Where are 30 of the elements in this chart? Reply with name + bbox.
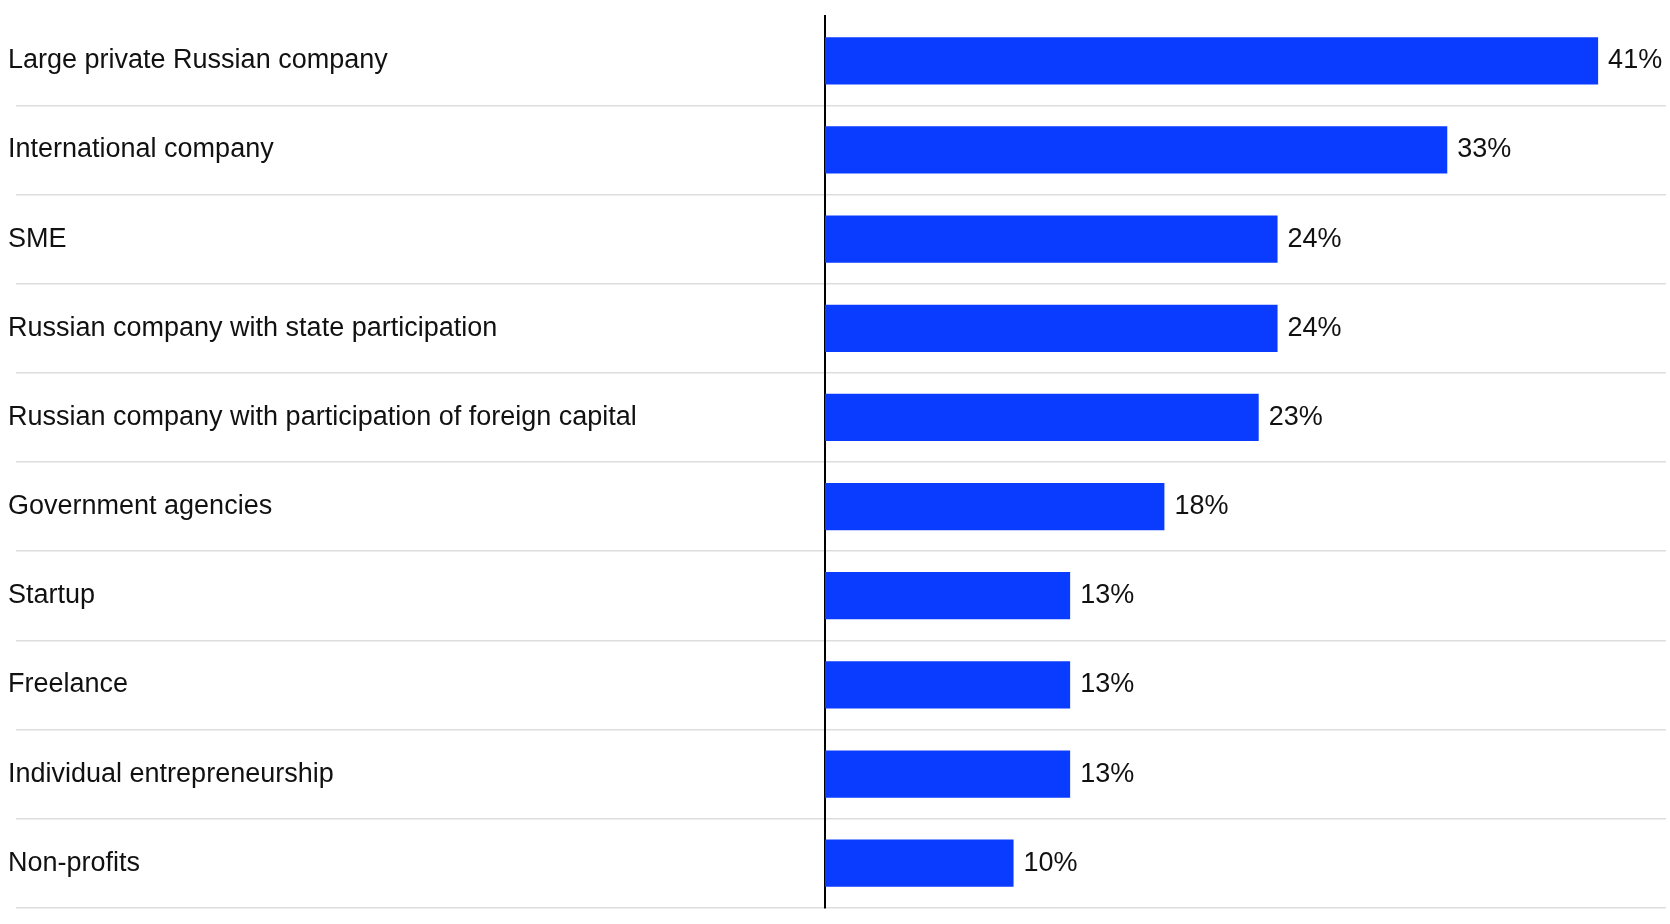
- y-tick-label: SME: [8, 222, 67, 253]
- bar: [825, 215, 1278, 263]
- y-tick-label: Startup: [8, 579, 96, 610]
- y-tick-label: Large private Russian company: [8, 44, 389, 75]
- bar: [825, 839, 1014, 887]
- y-tick-label: Russian company with participation of foreign capital: [8, 400, 637, 431]
- data-label: 41%: [1608, 44, 1663, 75]
- bar: [825, 126, 1448, 174]
- data-label: 23%: [1268, 400, 1323, 431]
- bar: [825, 393, 1259, 442]
- bar: [825, 572, 1071, 620]
- data-label: 24%: [1287, 311, 1342, 342]
- y-tick-label: Government agencies: [8, 490, 273, 521]
- data-label: 24%: [1287, 222, 1342, 253]
- y-tick-label: Non-profits: [8, 846, 141, 877]
- data-label: 13%: [1080, 579, 1135, 610]
- y-tick-label: Individual entrepreneurship: [8, 757, 334, 788]
- bar: [825, 482, 1165, 531]
- data-label: 18%: [1174, 490, 1229, 521]
- bar: [825, 750, 1071, 798]
- y-tick-label: International company: [8, 133, 275, 164]
- data-label: 10%: [1023, 846, 1078, 877]
- bar: [825, 661, 1071, 709]
- y-tick-label: Freelance: [8, 668, 129, 699]
- data-label: 13%: [1080, 757, 1135, 788]
- bar: [825, 304, 1278, 352]
- y-tick-label: Russian company with state participation: [8, 311, 498, 342]
- data-label: 13%: [1080, 668, 1135, 699]
- bar: [825, 37, 1599, 85]
- data-label: 33%: [1457, 133, 1512, 164]
